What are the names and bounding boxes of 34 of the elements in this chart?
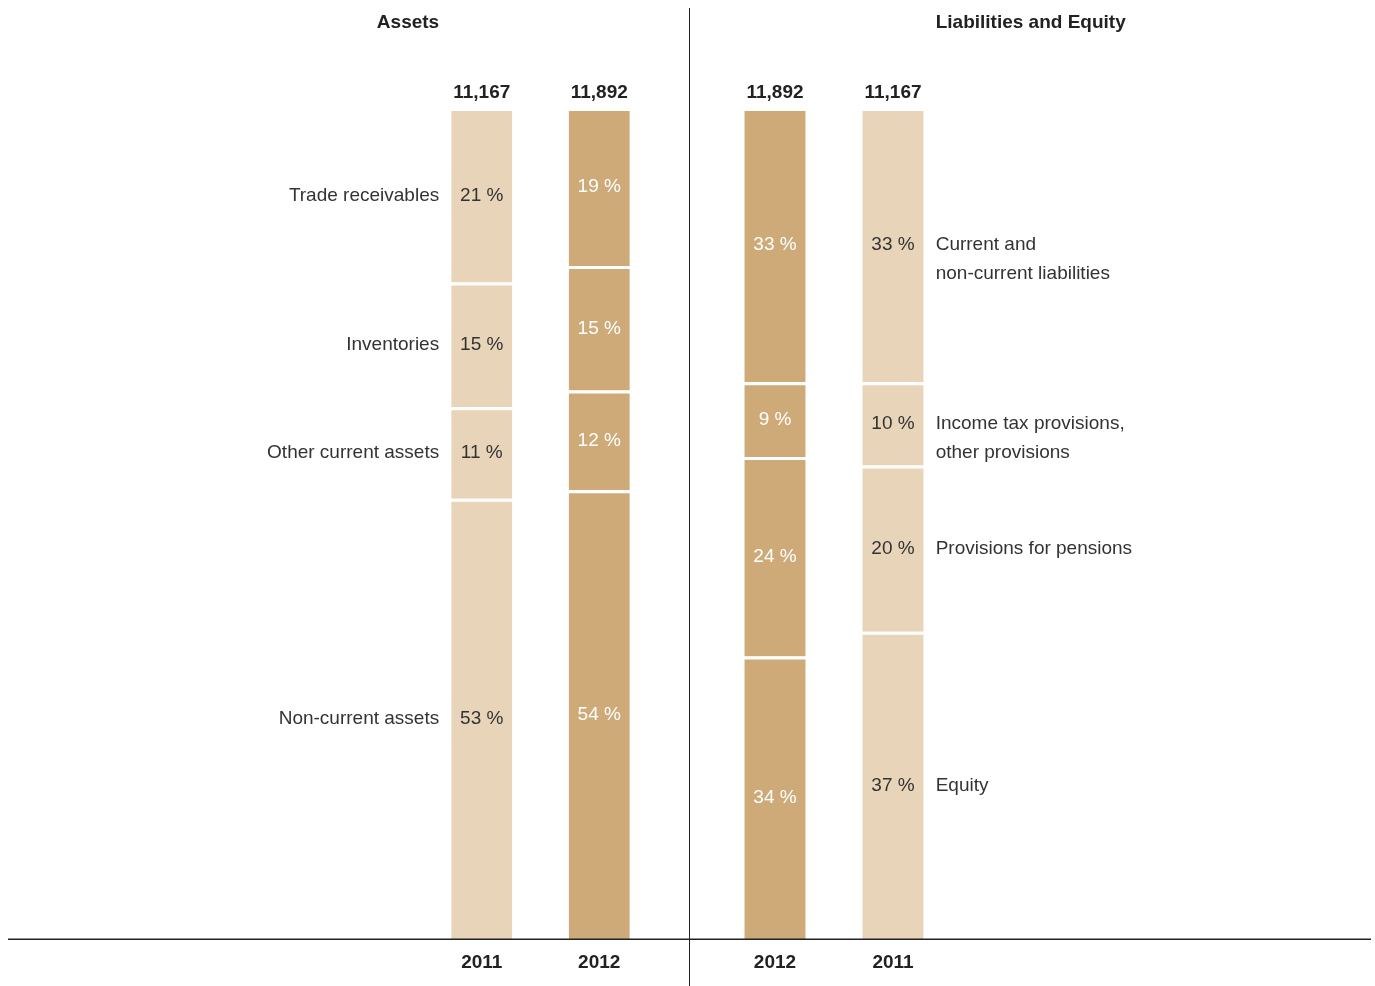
x-tick-label: 2012 [753, 950, 797, 972]
x-tick-label: 2011 [872, 950, 915, 972]
data-label: 37 % [871, 773, 915, 795]
data-label: 33 % [753, 233, 797, 255]
data-label: 10 % [871, 412, 915, 434]
annotation: 11,167 [864, 80, 922, 102]
annotation: 11,167 [453, 80, 511, 102]
series-label: Inventories [346, 333, 440, 355]
data-label: 54 % [577, 703, 622, 725]
data-label: 11 % [460, 441, 503, 463]
series-label: Current and non-current liabilities [935, 232, 1110, 283]
data-label: 21 % [460, 183, 504, 205]
series-label: Equity [935, 773, 989, 795]
data-label: 15 % [460, 333, 504, 355]
series-label: Non-current assets [278, 707, 440, 729]
x-tick-label: 2011 [461, 950, 503, 972]
series-label: Other current assets [267, 441, 440, 463]
series-label: Provisions for pensions [935, 536, 1133, 558]
data-label: 34 % [753, 786, 797, 808]
data-label: 20 % [871, 536, 915, 558]
data-label: 53 % [460, 707, 504, 729]
data-label: 33 % [871, 233, 915, 255]
text: Liabilities and Equity [935, 11, 1127, 33]
series-label: Income tax provisions, other provisions [935, 411, 1125, 462]
data-label: 24 % [753, 545, 797, 567]
annotation: 11,892 [570, 80, 628, 102]
data-label: 9 % [758, 407, 792, 429]
data-label: 15 % [577, 316, 622, 338]
annotation: 11,892 [746, 80, 804, 102]
x-tick-label: 2012 [578, 950, 621, 972]
data-label: 12 % [577, 428, 622, 450]
data-label: 19 % [577, 175, 622, 197]
series-label: Trade receivables [288, 183, 440, 205]
chart-title: Assets [376, 11, 440, 33]
